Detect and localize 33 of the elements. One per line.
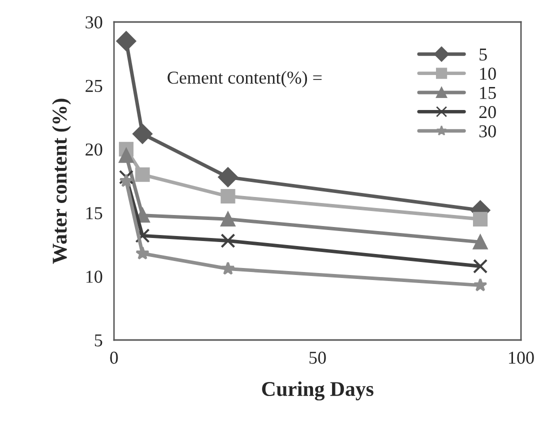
y-tick-label: 15 [86,207,102,220]
legend-label: 20 [479,106,496,118]
point [118,170,134,184]
point [119,174,134,188]
point [220,212,236,226]
x-tick-label: 50 [310,352,326,364]
y-tick-label: 25 [86,80,102,92]
point [116,31,136,51]
point [135,167,150,182]
point [220,261,235,275]
legend-label: 30 [479,125,496,138]
point [473,258,488,274]
point [220,188,236,204]
y-tick-label: 20 [86,143,102,156]
point [118,148,134,163]
y-tick-label: 10 [86,270,102,283]
point [220,233,236,248]
point [473,278,488,292]
point [136,246,150,260]
x-tick-label: 0 [110,352,118,364]
point [473,212,488,226]
point [473,234,488,250]
y-tick-label: 5 [94,334,102,346]
x-axis-title: Curing Days [262,381,374,400]
legend-label: 10 [480,68,496,80]
legend-label: 15 [480,86,496,99]
point [218,167,238,188]
annotation: Cement content(%) = [168,71,322,88]
x-tick-label: 100 [509,352,534,364]
legend-label: 5 [480,48,487,61]
point [132,124,152,144]
y-tick-label: 30 [86,16,102,28]
y-axis-title: Water content (%) [52,98,71,264]
